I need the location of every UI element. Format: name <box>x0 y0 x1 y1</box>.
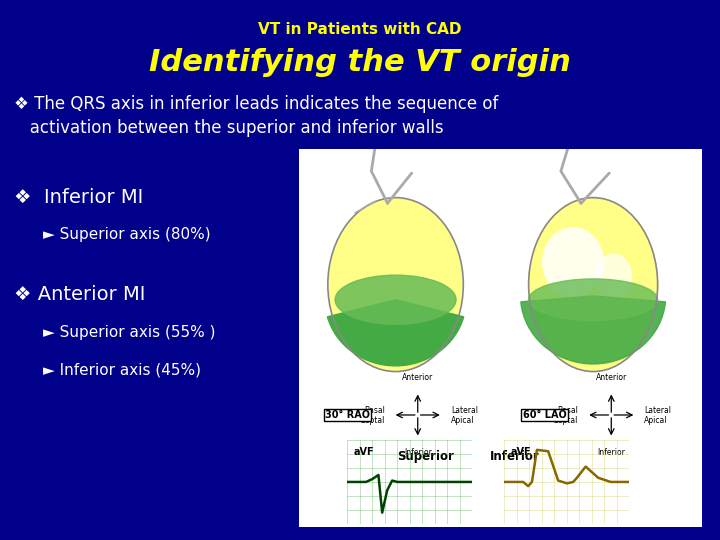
Text: Basal: Basal <box>557 406 578 415</box>
Text: aVF: aVF <box>354 447 374 457</box>
Wedge shape <box>521 296 665 364</box>
Text: 30° RAO: 30° RAO <box>325 410 370 420</box>
Text: Apical: Apical <box>451 416 474 425</box>
Ellipse shape <box>335 275 456 324</box>
Text: ► Superior axis (80%): ► Superior axis (80%) <box>43 227 211 242</box>
Ellipse shape <box>543 228 603 296</box>
Text: ► Superior axis (55% ): ► Superior axis (55% ) <box>43 325 216 340</box>
Ellipse shape <box>528 198 657 372</box>
Ellipse shape <box>528 279 657 321</box>
FancyBboxPatch shape <box>299 148 702 526</box>
Text: ► Inferior axis (45%): ► Inferior axis (45%) <box>43 362 201 377</box>
Text: Lateral: Lateral <box>451 406 478 415</box>
Text: Inferior: Inferior <box>404 448 432 457</box>
Text: ❖ Anterior MI: ❖ Anterior MI <box>14 285 145 304</box>
Text: Anterior: Anterior <box>402 373 433 382</box>
Text: Inferior: Inferior <box>490 450 539 463</box>
Text: Septal: Septal <box>360 416 384 425</box>
Text: Basal: Basal <box>364 406 384 415</box>
Text: Inferior: Inferior <box>598 448 625 457</box>
Text: Septal: Septal <box>554 416 578 425</box>
Text: aVF: aVF <box>510 447 531 457</box>
Text: 60° LAO: 60° LAO <box>523 410 567 420</box>
Text: ❖ The QRS axis in inferior leads indicates the sequence of
   activation between: ❖ The QRS axis in inferior leads indicat… <box>14 95 499 137</box>
Text: Lateral: Lateral <box>644 406 671 415</box>
Text: VT in Patients with CAD: VT in Patients with CAD <box>258 22 462 37</box>
Text: Identifying the VT origin: Identifying the VT origin <box>149 48 571 77</box>
Ellipse shape <box>595 254 631 300</box>
Text: ❖  Inferior MI: ❖ Inferior MI <box>14 187 144 207</box>
Text: Apical: Apical <box>644 416 668 425</box>
Text: Superior: Superior <box>397 450 454 463</box>
Ellipse shape <box>329 198 462 372</box>
Wedge shape <box>328 300 464 366</box>
Text: Anterior: Anterior <box>595 373 627 382</box>
